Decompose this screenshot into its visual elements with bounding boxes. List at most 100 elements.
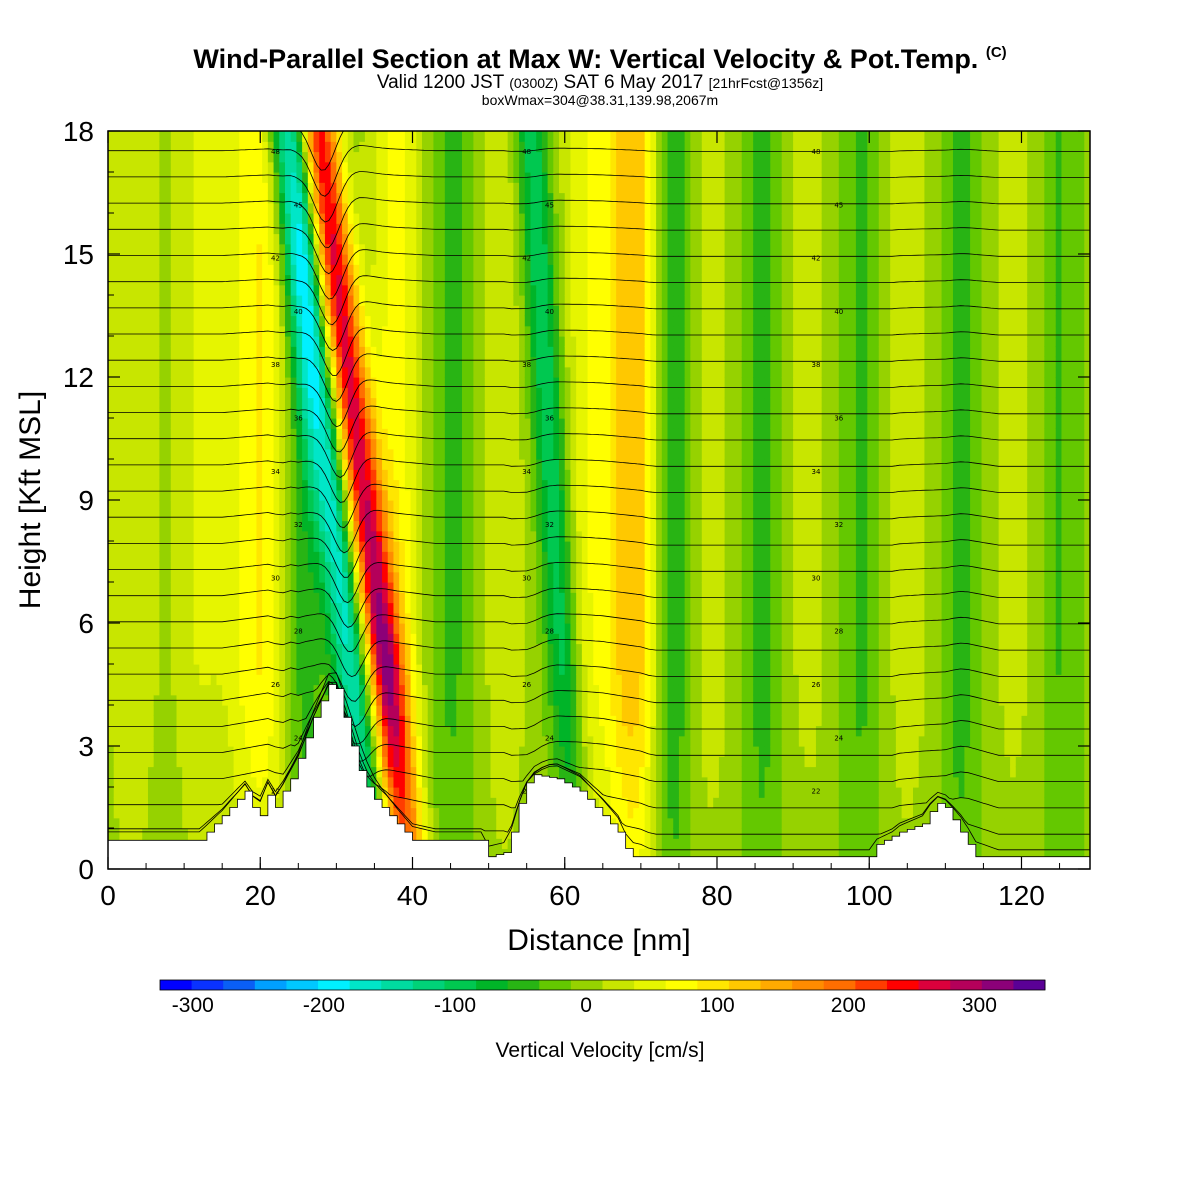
vv-cell	[113, 623, 121, 634]
vv-cell	[387, 295, 395, 306]
vv-cell	[393, 387, 400, 399]
vv-cell	[433, 428, 440, 440]
vv-cell	[227, 448, 235, 460]
vv-cell	[279, 336, 286, 347]
vv-cell	[461, 735, 469, 747]
vv-cell	[422, 541, 429, 552]
vv-cell	[153, 223, 160, 235]
vv-cell	[467, 479, 474, 491]
vv-cell	[165, 151, 172, 163]
vv-cell	[467, 705, 474, 716]
vv-cell	[216, 161, 223, 173]
vv-cell	[439, 356, 446, 368]
vv-cell	[165, 397, 172, 409]
vv-cell	[130, 336, 138, 347]
vv-cell	[296, 725, 303, 737]
vv-cell	[307, 551, 315, 563]
vv-cell	[113, 213, 121, 224]
vv-cell	[473, 746, 480, 757]
vv-cell	[262, 797, 269, 809]
vv-cell	[422, 807, 429, 819]
vv-cell	[130, 284, 138, 296]
vv-cell	[410, 182, 417, 194]
vv-cell	[262, 469, 269, 481]
vv-cell	[284, 479, 292, 491]
vv-cell	[199, 469, 206, 481]
vv-cell	[187, 817, 195, 829]
vv-cell	[290, 643, 298, 655]
vv-cell	[130, 489, 138, 501]
vv-cell	[336, 633, 343, 645]
vv-cell	[125, 284, 132, 296]
vv-cell	[256, 797, 263, 809]
vv-cell	[416, 356, 423, 368]
vv-cell	[159, 520, 166, 532]
vv-cell	[444, 264, 452, 276]
vv-cell	[136, 807, 143, 819]
vv-cell	[307, 284, 315, 296]
vv-cell	[444, 715, 452, 727]
vv-cell	[444, 664, 452, 675]
vv-cell	[302, 510, 309, 522]
vv-cell	[227, 571, 235, 583]
vv-cell	[233, 571, 240, 583]
vv-cell	[256, 356, 263, 368]
vv-cell	[170, 459, 178, 470]
vv-cell	[245, 172, 252, 183]
vv-cell	[187, 295, 195, 306]
vv-cell	[125, 315, 132, 327]
vv-cell	[370, 684, 377, 696]
vv-cell	[210, 346, 218, 358]
vv-cell	[199, 715, 206, 727]
vv-cell	[364, 356, 372, 368]
vv-cell	[205, 172, 212, 183]
vv-cell	[393, 182, 400, 194]
vv-cell	[227, 305, 235, 317]
vv-cell	[233, 612, 240, 624]
vv-cell	[256, 674, 263, 686]
vv-cell	[245, 469, 252, 481]
vv-cell	[159, 766, 166, 778]
vv-cell	[187, 705, 195, 716]
vv-cell	[262, 407, 269, 419]
vv-cell	[473, 233, 480, 245]
vv-cell	[256, 397, 263, 409]
vv-cell	[119, 295, 126, 306]
vv-cell	[490, 366, 497, 378]
vv-cell	[245, 530, 252, 542]
vv-cell	[410, 776, 417, 788]
vv-cell	[256, 571, 263, 583]
vv-cell	[205, 438, 212, 450]
vv-cell	[370, 612, 377, 624]
vv-cell	[119, 674, 126, 686]
vv-cell	[473, 551, 480, 563]
vv-cell	[473, 295, 480, 306]
vv-cell	[302, 551, 309, 563]
vv-cell	[313, 407, 320, 419]
vv-cell	[473, 479, 480, 491]
valid-prefix: Valid 1200 JST	[376, 72, 504, 93]
vv-cell	[199, 192, 206, 204]
vv-cell	[347, 233, 355, 245]
vv-cell	[324, 305, 332, 317]
vv-cell	[353, 366, 360, 378]
vv-cell	[182, 161, 189, 173]
vv-cell	[364, 131, 372, 142]
vv-cell	[427, 295, 435, 306]
vv-cell	[410, 459, 417, 470]
vv-cell	[170, 797, 178, 809]
vv-cell	[245, 131, 252, 142]
vv-cell	[199, 766, 206, 778]
vv-cell	[147, 602, 155, 614]
vv-cell	[393, 694, 400, 706]
vv-cell	[370, 428, 377, 440]
vv-cell	[364, 530, 372, 542]
vv-cell	[113, 192, 121, 204]
vv-cell	[393, 172, 400, 183]
vv-cell	[359, 346, 366, 358]
vv-cell	[302, 448, 309, 460]
vv-cell	[187, 653, 195, 665]
vv-cell	[279, 407, 286, 419]
vv-cell	[336, 387, 343, 399]
vv-cell	[364, 387, 372, 399]
